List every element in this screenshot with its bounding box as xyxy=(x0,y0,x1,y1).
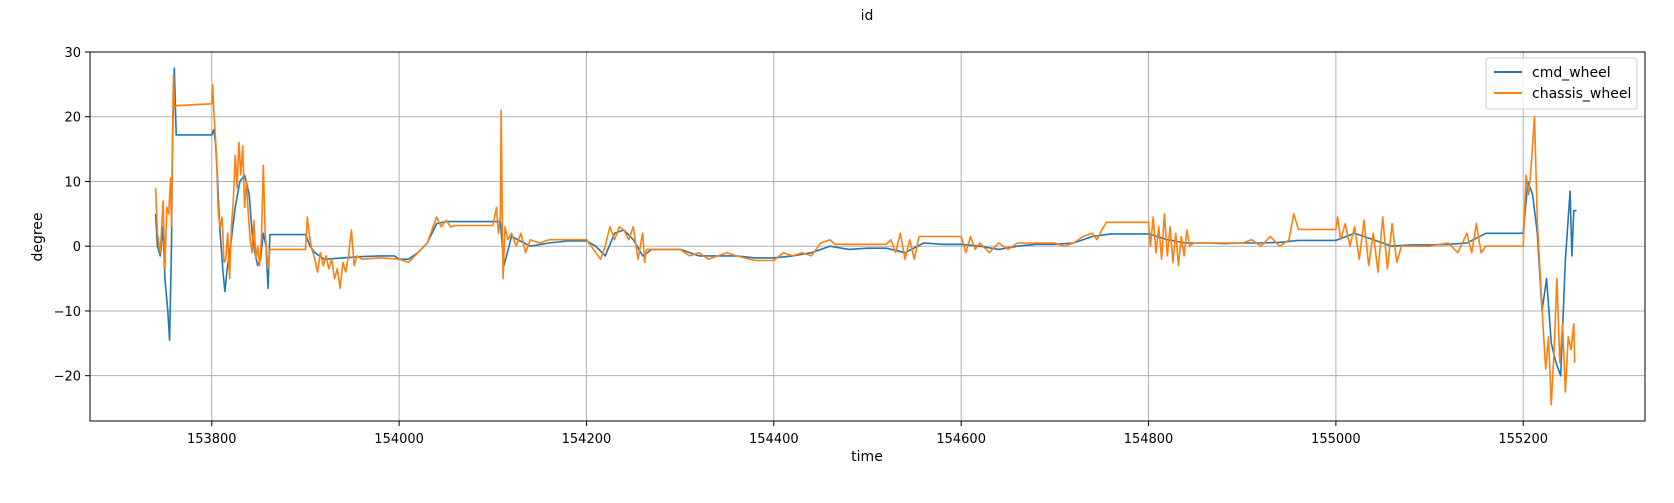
x-tick-label: 154400 xyxy=(749,432,799,447)
y-axis-ticks: −20 −10 0 10 20 30 xyxy=(54,46,90,385)
y-tick-label: 30 xyxy=(64,46,81,61)
y-tick-label: 10 xyxy=(64,175,81,190)
x-tick-label: 153800 xyxy=(187,432,237,447)
x-tick-label: 154000 xyxy=(374,432,424,447)
x-tick-label: 155000 xyxy=(1311,432,1361,447)
legend-label-chassis-wheel: chassis_wheel xyxy=(1532,86,1631,102)
y-tick-label: 0 xyxy=(73,240,81,255)
x-tick-label: 154200 xyxy=(562,432,612,447)
legend: cmd_wheel chassis_wheel xyxy=(1485,57,1638,110)
y-axis-label: degree xyxy=(30,212,46,261)
plot-frame xyxy=(89,51,1646,422)
x-axis-ticks: 153800 154000 154200 154400 154600 154800 1550… xyxy=(187,421,1548,447)
x-axis-label: time xyxy=(851,449,883,465)
legend-label-cmd-wheel: cmd_wheel xyxy=(1532,65,1611,81)
legend-box xyxy=(1485,57,1638,110)
x-tick-label: 154600 xyxy=(936,432,986,447)
series-line-chassis-wheel xyxy=(154,73,1576,406)
x-tick-label: 154800 xyxy=(1124,432,1174,447)
x-tick-label: 155200 xyxy=(1498,432,1548,447)
y-tick-label: 20 xyxy=(64,111,81,126)
y-tick-label: −20 xyxy=(54,370,81,385)
chart-title: id xyxy=(861,8,874,24)
series-lines xyxy=(154,67,1577,406)
y-tick-label: −10 xyxy=(54,305,81,320)
